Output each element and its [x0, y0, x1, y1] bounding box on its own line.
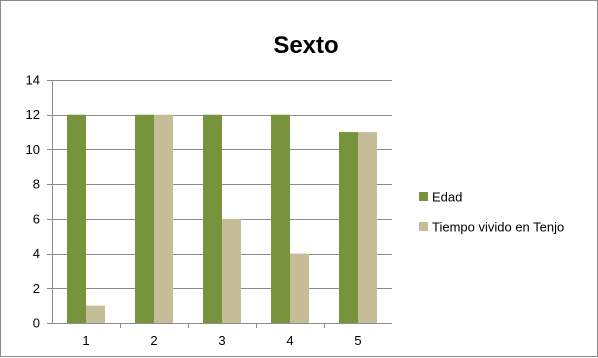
y-tick-label: 0 — [33, 316, 40, 331]
y-tick-label: 10 — [26, 142, 40, 157]
bar-tiempo-1 — [86, 305, 105, 323]
bar-edad-2 — [135, 114, 154, 323]
y-tick-label: 2 — [33, 281, 40, 296]
y-tick-label: 8 — [33, 177, 40, 192]
legend-label: Edad — [432, 190, 462, 205]
chart-title: Sexto — [273, 32, 338, 59]
legend: Edad Tiempo vivido en Tenjo — [419, 190, 564, 235]
x-tick-label: 2 — [150, 333, 157, 348]
x-tick-label: 3 — [218, 333, 225, 348]
bar-edad-4 — [271, 114, 290, 323]
bar-tiempo-5 — [358, 132, 377, 323]
legend-swatch — [419, 222, 428, 231]
bar-tiempo-4 — [290, 253, 309, 323]
y-tick-label: 14 — [26, 73, 40, 88]
legend-label: Tiempo vivido en Tenjo — [432, 220, 564, 235]
bar-edad-5 — [339, 132, 358, 323]
y-tick-label: 6 — [33, 211, 40, 226]
bar-edad-3 — [203, 114, 222, 323]
bar-edad-1 — [67, 114, 86, 323]
x-tick-label: 4 — [286, 333, 293, 348]
legend-swatch — [419, 192, 428, 201]
y-tick-label: 12 — [26, 107, 40, 122]
x-tick-label: 5 — [354, 333, 361, 348]
bars — [67, 114, 377, 323]
x-tick-label: 1 — [82, 333, 89, 348]
bar-tiempo-2 — [154, 114, 173, 323]
y-tick-label: 4 — [33, 246, 40, 261]
bar-tiempo-3 — [222, 218, 241, 323]
